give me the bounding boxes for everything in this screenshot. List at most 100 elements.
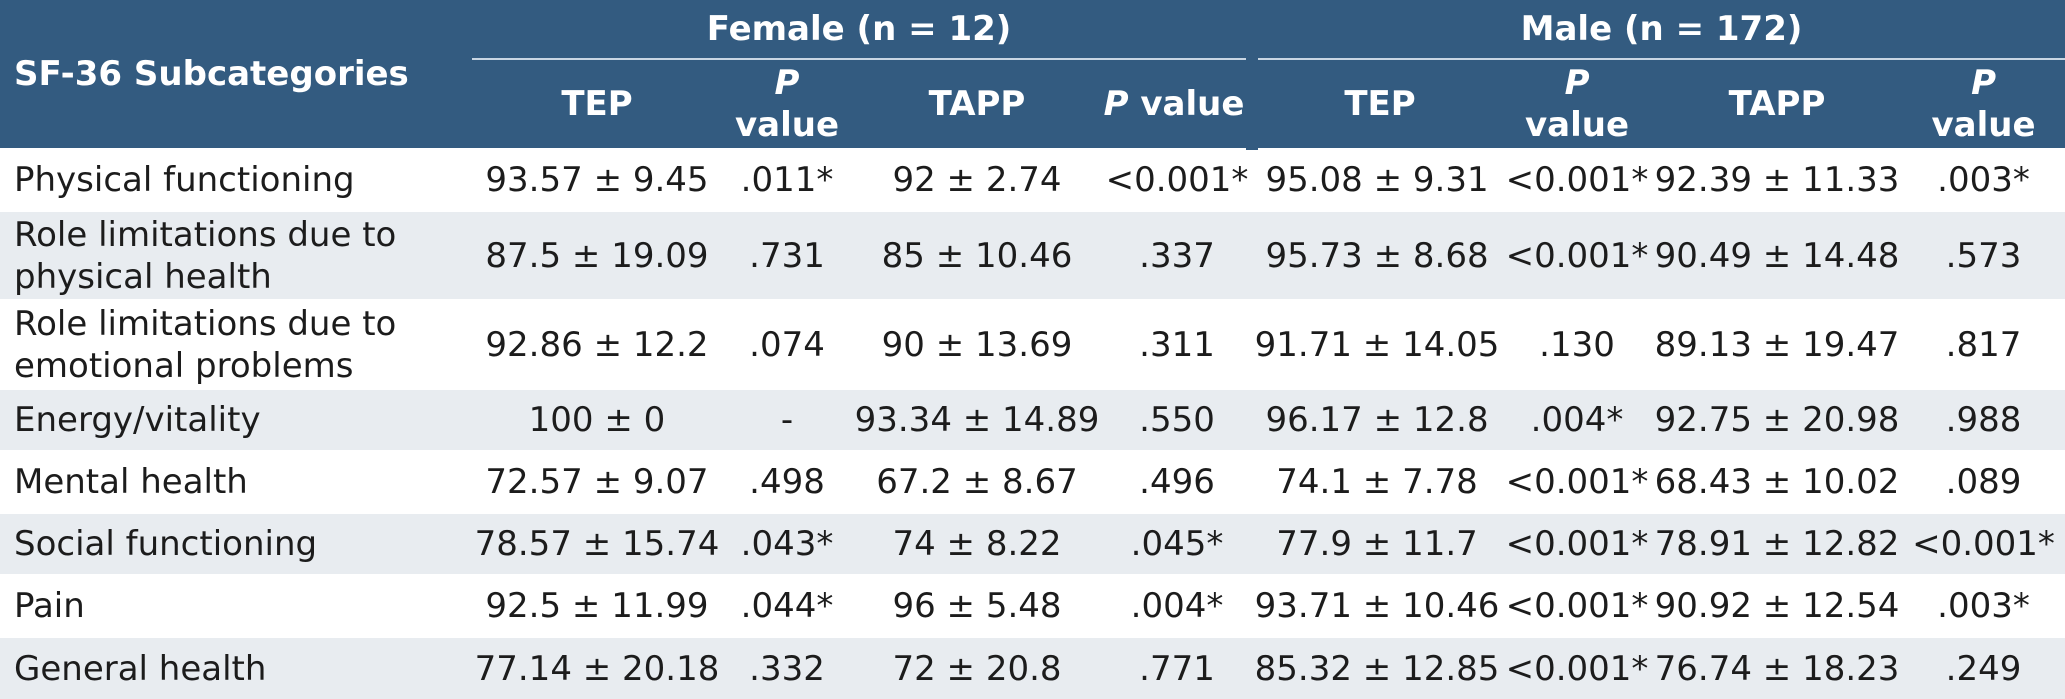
cell-female-tep-pvalue: .332 [722, 636, 852, 699]
cell-male-tapp: 92.39 ± 11.33 [1652, 148, 1903, 211]
row-label: Pain [0, 574, 472, 637]
cell-male-tapp: 89.13 ± 19.47 [1652, 299, 1903, 389]
cell-female-tep-pvalue: .074 [722, 299, 852, 389]
cell-male-tep-pvalue: .004* [1502, 388, 1653, 451]
table-row: Social functioning 78.57 ± 15.74 .043* 7… [0, 512, 2065, 575]
cell-female-tapp: 93.34 ± 14.89 [852, 388, 1102, 451]
p-value-word: value [734, 105, 840, 145]
p-symbol: P [1971, 63, 1996, 103]
cell-male-tapp: 78.91 ± 12.82 [1652, 512, 1903, 575]
cell-female-tep-pvalue: .044* [722, 574, 852, 637]
subheader-male-tapp: TAPP [1652, 59, 1903, 149]
table-row: Pain 92.5 ± 11.99 .044* 96 ± 5.48 .004* … [0, 574, 2065, 637]
cell-female-tapp-pvalue: <0.001* [1102, 148, 1253, 211]
cell-male-tapp-pvalue: .003* [1902, 148, 2065, 211]
group-header-female: Female (n = 12) [472, 0, 1253, 60]
corner-header: SF-36 Subcategories [0, 0, 472, 149]
cell-male-tapp-pvalue: .003* [1902, 574, 2065, 637]
cell-female-tapp-pvalue: .771 [1102, 636, 1253, 699]
cell-male-tep: 95.08 ± 9.31 [1252, 148, 1503, 211]
cell-female-tep-pvalue: .011* [722, 148, 852, 211]
cell-male-tep: 96.17 ± 12.8 [1252, 388, 1503, 451]
row-label: General health [0, 636, 472, 699]
cell-male-tep-pvalue: <0.001* [1502, 210, 1653, 300]
cell-male-tapp: 90.49 ± 14.48 [1652, 210, 1903, 300]
header-group-row: SF-36 Subcategories Female (n = 12) Male… [0, 0, 2065, 149]
cell-female-tep: 77.14 ± 20.18 [472, 636, 722, 699]
cell-male-tep-pvalue: <0.001* [1502, 148, 1653, 211]
cell-male-tep: 95.73 ± 8.68 [1252, 210, 1503, 300]
p-symbol: P [1564, 63, 1590, 103]
cell-female-tep: 100 ± 0 [472, 388, 722, 451]
cell-male-tep: 85.32 ± 12.85 [1252, 636, 1503, 699]
cell-female-tapp-pvalue: .496 [1102, 450, 1253, 513]
cell-male-tep-pvalue: <0.001* [1502, 636, 1653, 699]
subheader-male-tep: TEP [1246, 59, 1503, 149]
cell-male-tapp: 90.92 ± 12.54 [1652, 574, 1903, 637]
group-header-male: Male (n = 172) [1246, 0, 2065, 60]
table-row: Role limitations due to emotional proble… [0, 299, 2065, 389]
cell-male-tep: 93.71 ± 10.46 [1252, 574, 1503, 637]
cell-female-tep-pvalue: .043* [722, 512, 852, 575]
cell-female-tapp: 74 ± 8.22 [852, 512, 1102, 575]
cell-female-tapp: 85 ± 10.46 [852, 210, 1102, 300]
cell-male-tep-pvalue: <0.001* [1502, 512, 1653, 575]
row-label: Role limitations due to physical health [0, 210, 472, 300]
row-label: Energy/vitality [0, 388, 472, 451]
p-value-word: value [1931, 105, 2036, 145]
cell-female-tep-pvalue: .731 [722, 210, 852, 300]
cell-male-tapp-pvalue: .573 [1902, 210, 2065, 300]
cell-female-tapp-pvalue: .045* [1102, 512, 1253, 575]
row-label: Mental health [0, 450, 472, 513]
subheader-female-tapp-pvalue: P value [1102, 59, 1253, 149]
p-value-word: value [1128, 84, 1245, 124]
cell-female-tep: 78.57 ± 15.74 [472, 512, 722, 575]
cell-male-tep: 91.71 ± 14.05 [1252, 299, 1503, 389]
table-header: SF-36 Subcategories Female (n = 12) Male… [0, 0, 2065, 149]
cell-male-tapp-pvalue: .988 [1902, 388, 2065, 451]
cell-female-tep: 72.57 ± 9.07 [472, 450, 722, 513]
table-row: Energy/vitality 100 ± 0 - 93.34 ± 14.89 … [0, 388, 2065, 451]
subheader-female-tapp: TAPP [852, 59, 1102, 149]
cell-male-tapp-pvalue: .089 [1902, 450, 2065, 513]
cell-female-tapp: 96 ± 5.48 [852, 574, 1102, 637]
p-symbol: P [1103, 84, 1129, 124]
cell-female-tep: 92.86 ± 12.2 [472, 299, 722, 389]
cell-female-tep: 93.57 ± 9.45 [472, 148, 722, 211]
cell-male-tep: 77.9 ± 11.7 [1252, 512, 1503, 575]
cell-female-tep: 92.5 ± 11.99 [472, 574, 722, 637]
row-label: Physical functioning [0, 148, 472, 211]
cell-female-tapp: 72 ± 20.8 [852, 636, 1102, 699]
cell-male-tep-pvalue: <0.001* [1502, 574, 1653, 637]
cell-male-tep-pvalue: <0.001* [1502, 450, 1653, 513]
table-row: Role limitations due to physical health … [0, 210, 2065, 300]
cell-male-tapp: 76.74 ± 18.23 [1652, 636, 1903, 699]
table-row: Physical functioning 93.57 ± 9.45 .011* … [0, 148, 2065, 211]
cell-male-tep-pvalue: .130 [1502, 299, 1653, 389]
row-label: Role limitations due to emotional proble… [0, 299, 472, 389]
p-value-word: value [1525, 105, 1630, 145]
cell-female-tapp: 67.2 ± 8.67 [852, 450, 1102, 513]
cell-female-tapp-pvalue: .004* [1102, 574, 1253, 637]
cell-female-tapp: 90 ± 13.69 [852, 299, 1102, 389]
cell-male-tep: 74.1 ± 7.78 [1252, 450, 1503, 513]
subheader-female-tep: TEP [472, 59, 722, 149]
cell-male-tapp-pvalue: <0.001* [1902, 512, 2065, 575]
row-label: Social functioning [0, 512, 472, 575]
cell-male-tapp: 68.43 ± 10.02 [1652, 450, 1903, 513]
cell-female-tapp-pvalue: .550 [1102, 388, 1253, 451]
cell-male-tapp-pvalue: .249 [1902, 636, 2065, 699]
cell-female-tapp: 92 ± 2.74 [852, 148, 1102, 211]
p-symbol: P [774, 63, 800, 103]
cell-female-tapp-pvalue: .337 [1102, 210, 1253, 300]
table-row: Mental health 72.57 ± 9.07 .498 67.2 ± 8… [0, 450, 2065, 513]
table-body: Physical functioning 93.57 ± 9.45 .011* … [0, 148, 2065, 699]
cell-female-tep-pvalue: - [722, 388, 852, 451]
cell-male-tapp: 92.75 ± 20.98 [1652, 388, 1903, 451]
table-row: General health 77.14 ± 20.18 .332 72 ± 2… [0, 636, 2065, 699]
